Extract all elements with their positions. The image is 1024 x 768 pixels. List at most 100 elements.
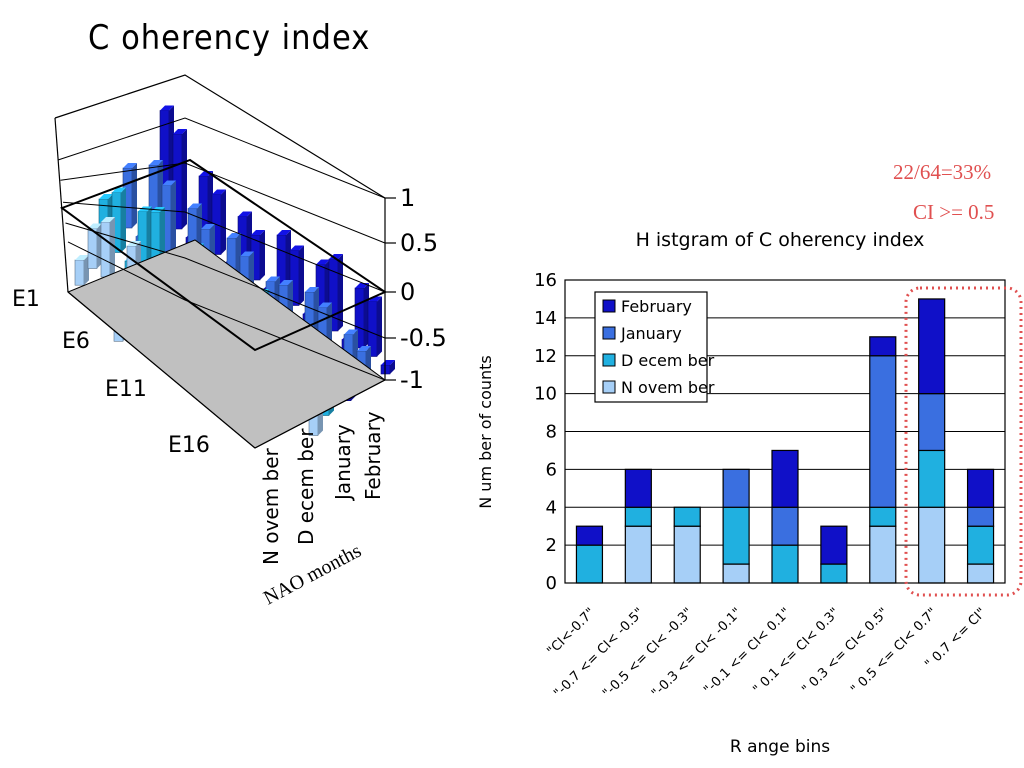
bar-segment [722,506,750,565]
bar-3d-side [390,360,395,374]
value-plane-line [60,162,386,244]
legend-label: N ovem ber [621,378,715,397]
value-plane-line [57,117,386,199]
value-plane-line [65,222,386,339]
bar-3d-top [149,160,163,165]
bar-3d-side [110,217,115,277]
plot-frame [564,279,1006,584]
y-tick-label: 0 [546,573,557,594]
bar-segment [918,393,946,452]
bar-3d-side [299,245,304,306]
depth-label: E16 [168,433,210,458]
bar-segment [869,336,897,357]
y-axis-title: N um ber of counts [476,355,495,509]
legend-swatch [602,299,616,313]
bar-3d-top [75,255,89,260]
legend-swatch [602,353,616,367]
x-tick-label: " 0.3 <= CI< 0.5" [799,605,891,697]
bar-segment [918,449,946,508]
bar-segment [771,506,799,546]
legend-label: January [620,324,682,343]
bar-3d-top [277,230,291,235]
bar-segment [869,506,897,527]
y-tick-label: 12 [534,346,557,367]
y-tick-label: 4 [546,497,557,518]
month-label: January [331,424,355,502]
bar-segment [918,506,946,584]
month-label: February [361,411,385,500]
bar-segment [624,506,652,527]
bar-3d-top [318,302,332,308]
y-tick-label: 2 [546,535,557,556]
y-tick-label: 16 [534,270,557,291]
bar-segment [918,298,946,395]
coherency-3d-chart: 1 0.5 0 -0.5 -1 E1 E6 E11 E16 N ovem ber D ecem be… [12,74,447,609]
bar-segment [624,525,652,584]
depth-axis-line [67,291,256,449]
bar-3d-top [329,254,343,259]
bar-3d-side [377,296,382,357]
depth-label: E6 [62,329,90,354]
left-y-tick-label: -0.5 [400,324,447,352]
bar-3d-top [88,223,102,229]
month-axis-line [254,379,386,449]
bar-segment [722,468,750,508]
bar-segment [966,563,995,584]
ratio-annotation: 22/64=33% [893,160,992,184]
x-tick-label: " 0.1 <= CI< 0.3" [750,605,842,697]
histogram-title: H istgram of C oherency index [636,229,925,251]
legend-label: D ecem ber [621,351,715,370]
legend-swatch [602,380,616,394]
bar-segment [575,544,604,584]
bar-segment [966,525,995,565]
depth-label: E11 [105,377,147,402]
bar-3d-top [227,233,241,238]
value-plane-line [67,241,386,381]
bar-segment [771,449,799,508]
bar-3d-top [188,203,202,209]
bar-3d-top [201,224,215,229]
y-tick-label: 14 [534,308,557,329]
bar-segment [869,355,897,508]
x-tick-label: "-0.3 <= CI< -0.1" [649,605,745,701]
highlight-region [904,286,1023,597]
x-tick-label: " 0.5 <= CI< 0.7" [848,605,940,697]
y-tick-label: 6 [546,459,557,480]
bar-segment [624,468,652,508]
bar-3d-side [132,163,137,228]
left-y-tick-label: 1 [400,184,415,212]
bar-3d-side [182,129,187,229]
legend-swatch [602,326,616,340]
y-tick-label: 10 [534,384,557,405]
bar-segment [673,506,701,527]
left-y-tick-label: 0 [400,278,415,306]
x-tick-label: "-0.5 <= CI< -0.3" [600,605,696,701]
main-title: C oherency index [88,18,371,58]
y-tick-label: 8 [546,422,557,443]
threshold-annotation: CI >= 0.5 [913,200,995,224]
bar-3d-side [221,189,226,255]
bar-3d-top [123,163,137,168]
bar-3d-top [368,296,382,302]
bar-3d-top [251,230,265,235]
bar-3d-top [212,189,226,195]
bar-segment [575,525,604,546]
bar-3d-top [162,180,176,186]
bar-segment [771,544,799,584]
bar-3d-top [279,280,293,285]
left-wall-edge [54,117,69,293]
bar-3d-top [99,194,113,199]
legend-label: February [621,297,692,316]
bar-3d-top [238,211,252,217]
bar-3d-top [290,245,304,251]
bar-3d-side [121,187,126,253]
bar-segment [820,525,848,565]
bar-3d-top [240,251,254,257]
bar-3d-top [173,129,187,134]
bar-3d-top [316,259,330,265]
bar-3d-top [344,329,358,335]
bar-3d-top [101,217,115,222]
bar-3d-top [266,276,280,282]
bar-segment [966,468,995,508]
